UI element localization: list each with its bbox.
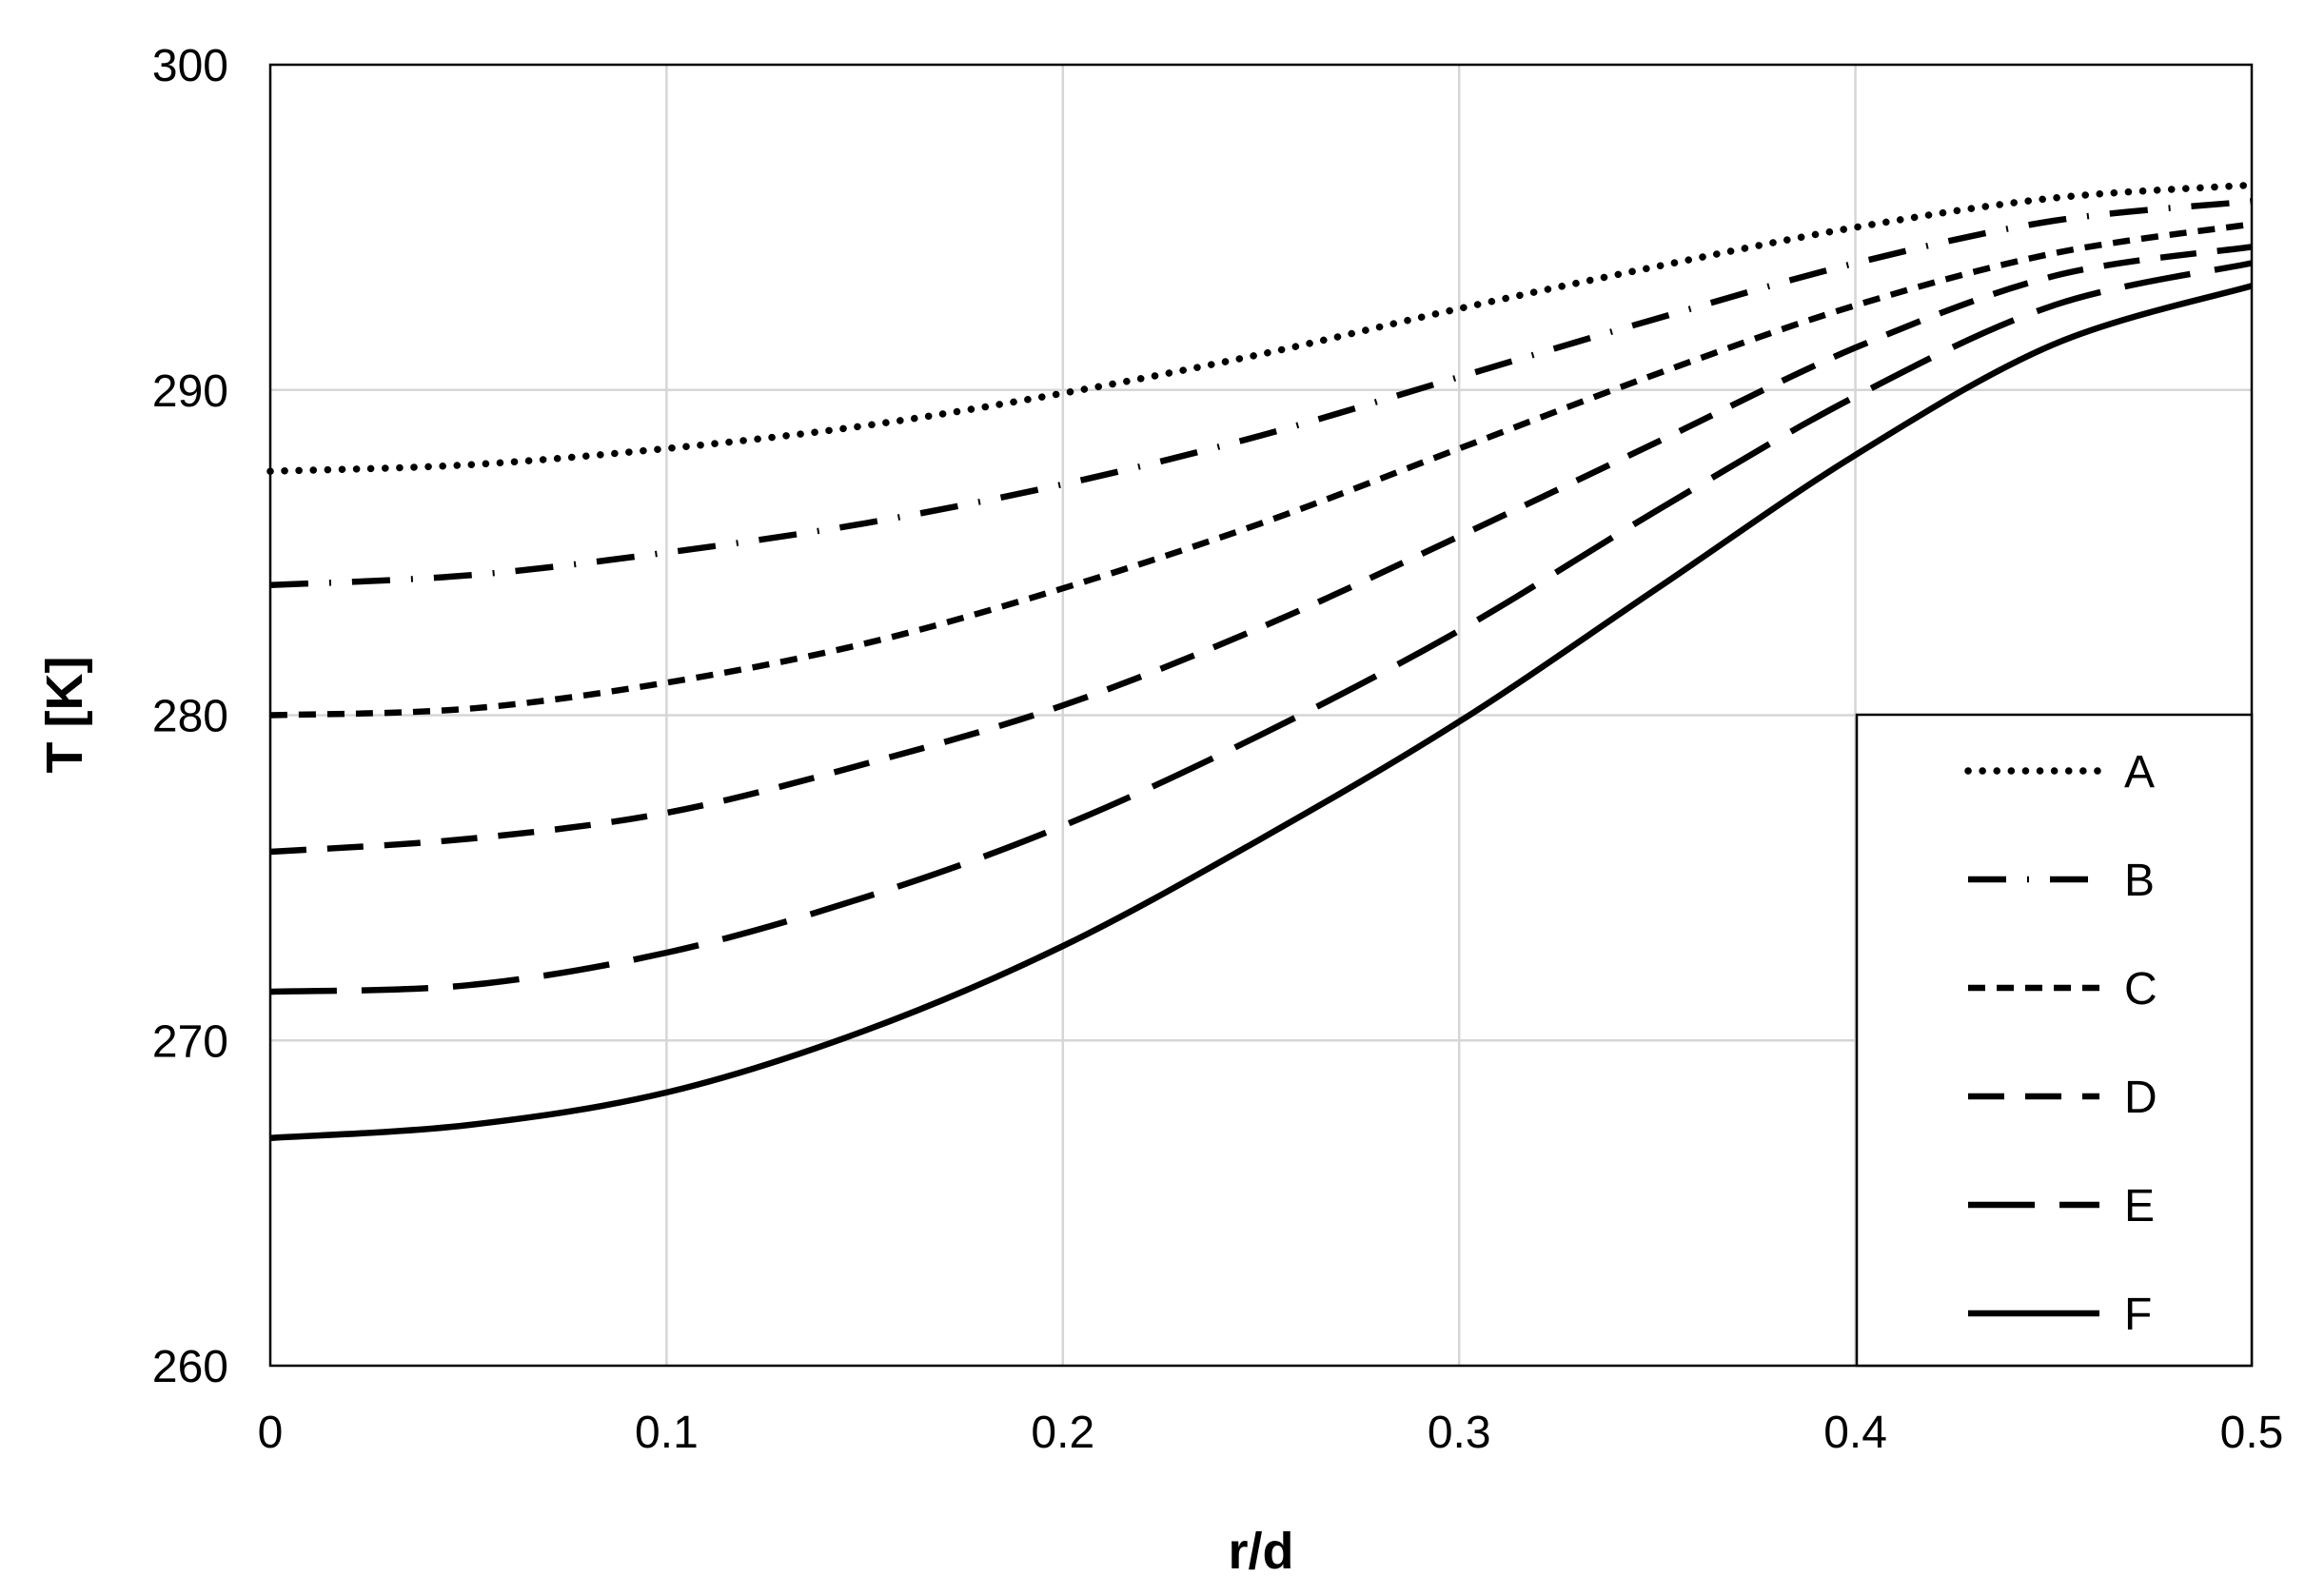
y-tick-label: 270 <box>152 1016 228 1067</box>
x-tick-label: 0.2 <box>1031 1408 1094 1458</box>
legend-label-b: B <box>2124 856 2155 906</box>
legend-label-e: E <box>2124 1181 2155 1231</box>
legend-label-c: C <box>2124 964 2157 1015</box>
series-line-d <box>269 244 2253 856</box>
legend: A B C D E F <box>1855 713 2254 1368</box>
y-tick-label: 260 <box>152 1342 228 1392</box>
x-tick-label: 0.3 <box>1428 1408 1491 1458</box>
series-line-c <box>269 221 2253 719</box>
x-tick-label: 0 <box>258 1408 284 1458</box>
legend-label-d: D <box>2124 1073 2157 1123</box>
series-line-a <box>266 181 2256 475</box>
y-axis-title: T [K] <box>36 657 93 774</box>
legend-label-f: F <box>2124 1290 2152 1340</box>
series-line-b <box>269 198 2253 589</box>
series-lines <box>266 181 2256 1142</box>
grid-lines <box>270 65 2252 1366</box>
y-axis-ticks: 260 270 280 290 300 <box>152 41 228 1392</box>
y-tick-label: 290 <box>152 366 228 417</box>
y-tick-label: 280 <box>152 692 228 742</box>
y-tick-label: 300 <box>152 41 228 91</box>
legend-box <box>1855 713 2254 1368</box>
x-axis-ticks: 0 0.1 0.2 0.3 0.4 0.5 <box>258 1408 2284 1458</box>
x-tick-label: 0.4 <box>1823 1408 1887 1458</box>
series-line-f <box>269 283 2253 1142</box>
x-tick-label: 0.5 <box>2220 1408 2284 1458</box>
x-tick-label: 0.1 <box>635 1408 699 1458</box>
legend-label-a: A <box>2124 747 2155 798</box>
x-axis-title: r/d <box>1228 1523 1293 1580</box>
series-line-e <box>269 260 2253 995</box>
